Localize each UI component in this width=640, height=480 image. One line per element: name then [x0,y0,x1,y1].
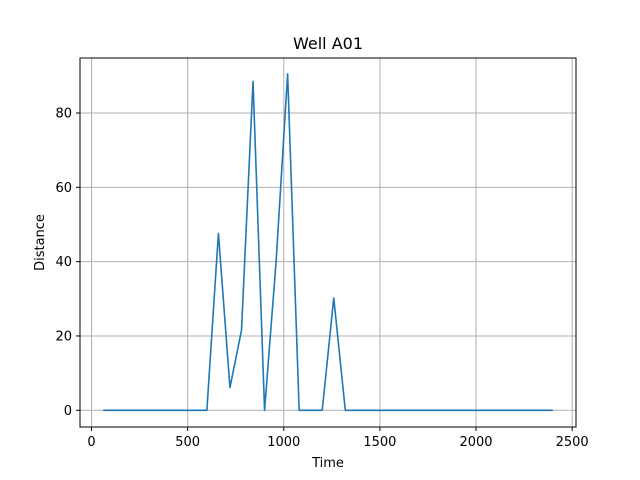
series-line [103,73,553,412]
axes-frame [79,57,577,428]
y-tick-label: 80 [55,106,72,121]
x-tick-label: 2500 [556,435,589,450]
series-layer [103,73,553,412]
chart-title: Well A01 [293,34,363,53]
x-tick-label: 1500 [363,435,396,450]
x-tick-label: 0 [87,435,95,450]
x-tick-label: 1000 [267,435,300,450]
y-tick-label: 40 [55,255,72,270]
y-axis-label: Distance [33,214,48,271]
ticks: 0 500 1000 1500 2000 2500 0 20 40 60 80 [55,106,588,450]
x-axis-label: Time [311,456,344,471]
y-tick-label: 0 [64,404,72,419]
y-tick-label: 60 [55,181,72,196]
x-tick-label: 500 [175,435,200,450]
x-tick-label: 2000 [459,435,492,450]
y-tick-label: 20 [55,329,72,344]
